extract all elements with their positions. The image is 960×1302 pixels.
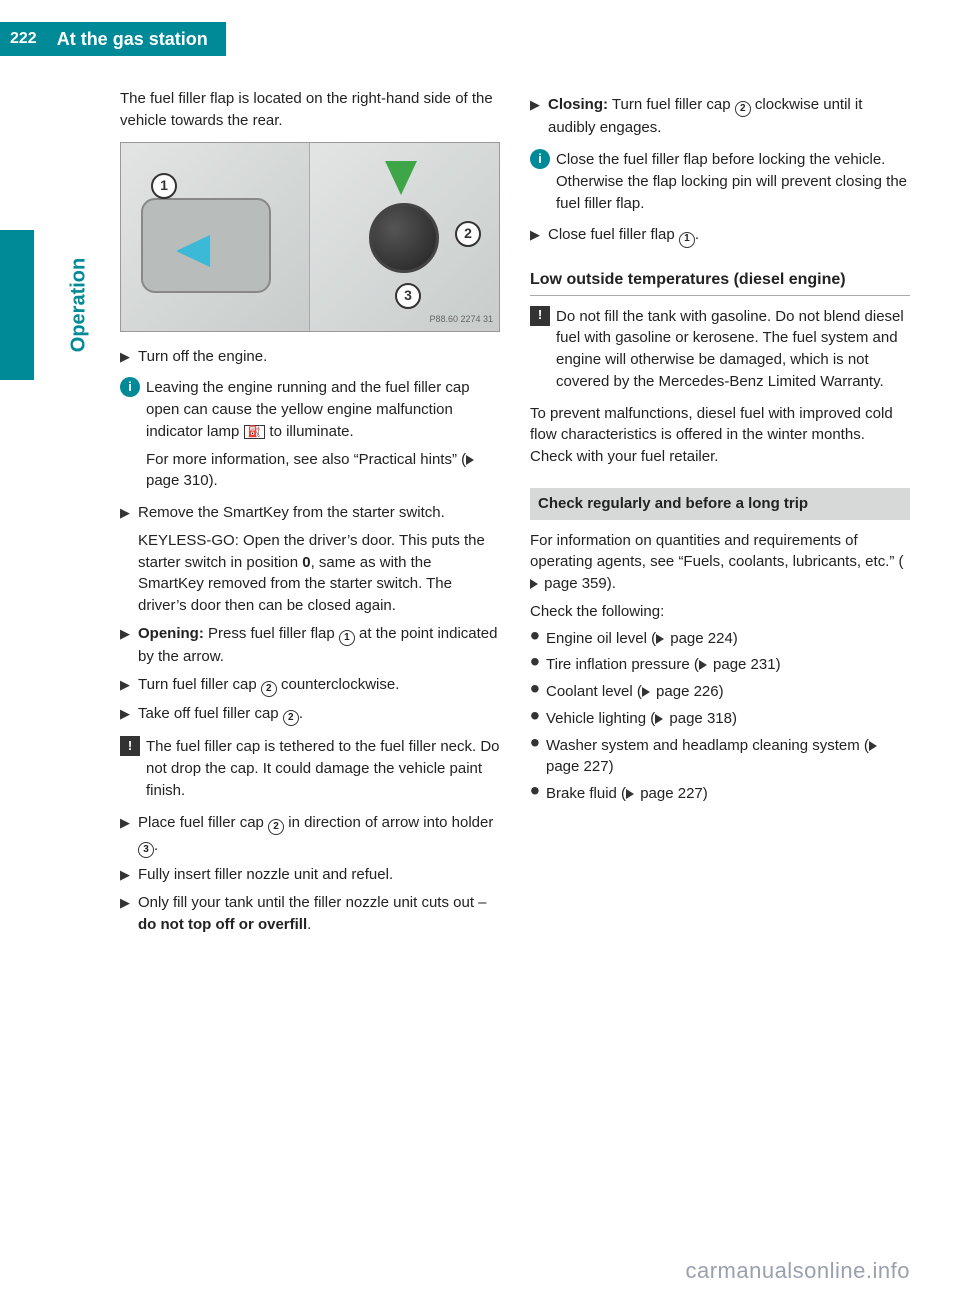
warning-icon: ! (530, 306, 550, 326)
column-right: ▶ Closing: Turn fuel filler cap 2 clockw… (530, 88, 910, 941)
callout-2: 2 (455, 221, 481, 247)
manual-page: 222 At the gas station Operation The fue… (0, 0, 960, 1302)
page-ref-icon (656, 634, 664, 644)
step-turn-cap: ▶ Turn fuel filler cap 2 counterclockwis… (120, 674, 500, 697)
info-close-flap: i Close the fuel filler flap before lock… (530, 149, 910, 214)
step-turn-off: ▶ Turn off the engine. (120, 346, 500, 368)
arrow-insert-icon (385, 161, 417, 195)
step-text: Take off fuel filler cap 2. (138, 703, 500, 726)
step-text: Opening: Press fuel filler flap 1 at the… (138, 623, 500, 668)
step-marker-icon: ▶ (120, 703, 138, 726)
note-text: The fuel filler cap is tethered to the f… (146, 736, 500, 801)
step-text: Closing: Turn fuel filler cap 2 clockwis… (548, 94, 910, 139)
step-remove-key: ▶ Remove the SmartKey from the starter s… (120, 502, 500, 617)
check-item-coolant: • Coolant level ( page 226) (530, 681, 910, 703)
note-text: Do not fill the tank with gasoline. Do n… (556, 306, 910, 393)
step-marker-icon: ▶ (120, 674, 138, 697)
side-tab-bg (0, 230, 34, 380)
ref-1-icon: 1 (339, 630, 355, 646)
check-item-lighting: • Vehicle lighting ( page 318) (530, 708, 910, 730)
step-text: Turn fuel filler cap 2 counterclockwise. (138, 674, 500, 697)
warning-diesel: ! Do not fill the tank with gasoline. Do… (530, 306, 910, 393)
ref-2-icon: 2 (735, 101, 751, 117)
bullet-icon: • (530, 783, 546, 805)
step-take-off: ▶ Take off fuel filler cap 2. (120, 703, 500, 726)
step-marker-icon: ▶ (530, 224, 548, 247)
step-text: Turn off the engine. (138, 346, 500, 368)
page-number: 222 (0, 22, 47, 56)
column-left: The fuel filler flap is located on the r… (120, 88, 500, 941)
step-text: Only fill your tank until the filler noz… (138, 892, 500, 936)
step-close-flap: ▶ Close fuel filler flap 1. (530, 224, 910, 247)
ref-3-icon: 3 (138, 842, 154, 858)
step-marker-icon: ▶ (120, 346, 138, 368)
ref-2-icon: 2 (283, 710, 299, 726)
fuel-flap-figure: 1 2 3 P88.60 2274 31 (120, 142, 500, 332)
content-columns: The fuel filler flap is located on the r… (120, 88, 910, 941)
step-text: Close fuel filler flap 1. (548, 224, 910, 247)
page-ref-icon (655, 714, 663, 724)
arrow-press-icon (176, 235, 210, 267)
page-ref-icon (466, 455, 474, 465)
footer-watermark: carmanualsonline.info (685, 1258, 910, 1284)
step-fill-tank: ▶ Only fill your tank until the filler n… (120, 892, 500, 936)
step-closing: ▶ Closing: Turn fuel filler cap 2 clockw… (530, 94, 910, 139)
intro-text: The fuel filler flap is located on the r… (120, 88, 500, 132)
page-ref-icon (642, 687, 650, 697)
callout-3: 3 (395, 283, 421, 309)
ref-2-icon: 2 (268, 819, 284, 835)
page-ref-icon (699, 660, 707, 670)
check-item-brake: • Brake fluid ( page 227) (530, 783, 910, 805)
side-tab: Operation (34, 200, 68, 410)
paragraph-check-following: Check the following: (530, 601, 910, 623)
figure-left-panel: 1 (121, 143, 310, 331)
section-title: At the gas station (47, 22, 226, 56)
info-icon: i (530, 149, 550, 169)
bullet-text: Brake fluid ( page 227) (546, 783, 708, 805)
page-ref-icon (626, 789, 634, 799)
step-marker-icon: ▶ (120, 892, 138, 936)
bullet-text: Washer system and headlamp cleaning syst… (546, 735, 910, 779)
warning-tether: ! The fuel filler cap is tethered to the… (120, 736, 500, 801)
bullet-text: Tire inflation pressure ( page 231) (546, 654, 781, 676)
bullet-icon: • (530, 735, 546, 779)
header-bar: 222 At the gas station (0, 22, 226, 56)
step-insert-nozzle: ▶ Fully insert filler nozzle unit and re… (120, 864, 500, 886)
ref-1-icon: 1 (679, 232, 695, 248)
figure-right-panel: 2 3 (310, 143, 499, 331)
info-note-engine: i Leaving the engine running and the fue… (120, 377, 500, 492)
step-marker-icon: ▶ (120, 864, 138, 886)
note-text: Leaving the engine running and the fuel … (146, 377, 500, 492)
callout-1: 1 (151, 173, 177, 199)
side-tab-label: Operation (68, 258, 91, 352)
step-opening: ▶ Opening: Press fuel filler flap 1 at t… (120, 623, 500, 668)
ref-2-icon: 2 (261, 681, 277, 697)
step-marker-icon: ▶ (120, 623, 138, 668)
bullet-text: Engine oil level ( page 224) (546, 628, 738, 650)
step-text: Fully insert filler nozzle unit and refu… (138, 864, 500, 886)
engine-lamp-icon: ⛽ (244, 425, 266, 439)
page-ref-icon (530, 579, 538, 589)
fuel-cap-shape (369, 203, 439, 273)
warning-icon: ! (120, 736, 140, 756)
info-icon: i (120, 377, 140, 397)
check-item-oil: • Engine oil level ( page 224) (530, 628, 910, 650)
check-item-tire: • Tire inflation pressure ( page 231) (530, 654, 910, 676)
paragraph-check: For information on quantities and requir… (530, 530, 910, 595)
bullet-text: Vehicle lighting ( page 318) (546, 708, 737, 730)
check-item-washer: • Washer system and headlamp cleaning sy… (530, 735, 910, 779)
step-marker-icon: ▶ (530, 94, 548, 139)
step-marker-icon: ▶ (120, 502, 138, 617)
heading-check-regularly: Check regularly and before a long trip (530, 488, 910, 520)
bullet-text: Coolant level ( page 226) (546, 681, 724, 703)
step-marker-icon: ▶ (120, 812, 138, 859)
paragraph-low-temp: To prevent malfunctions, diesel fuel wit… (530, 403, 910, 468)
figure-code: P88.60 2274 31 (429, 313, 493, 326)
step-text: Remove the SmartKey from the starter swi… (138, 502, 500, 617)
heading-low-temp: Low outside temperatures (diesel engine) (530, 268, 910, 296)
page-ref-icon (869, 741, 877, 751)
note-text: Close the fuel filler flap before lockin… (556, 149, 910, 214)
step-place-cap: ▶ Place fuel filler cap 2 in direction o… (120, 812, 500, 859)
step-text: Place fuel filler cap 2 in direction of … (138, 812, 500, 859)
